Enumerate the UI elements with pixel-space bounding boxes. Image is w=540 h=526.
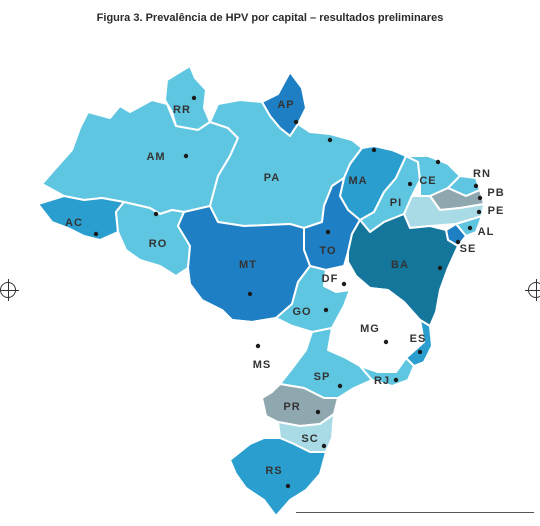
state-label-sc: SC	[301, 433, 318, 445]
state-label-to: TO	[319, 245, 336, 257]
state-label-ba: BA	[391, 259, 409, 271]
capital-dot-al	[467, 225, 473, 231]
state-label-rj: RJ	[374, 375, 390, 387]
state-label-se: SE	[460, 243, 477, 255]
capital-dot-pa	[327, 137, 333, 143]
state-label-pi: PI	[390, 197, 402, 209]
capital-dot-sc	[321, 443, 327, 449]
state-label-rs: RS	[265, 465, 282, 477]
state-label-ac: AC	[65, 217, 83, 229]
state-label-es: ES	[410, 333, 427, 345]
state-label-rr: RR	[173, 104, 191, 116]
state-label-go: GO	[292, 306, 311, 318]
registration-mark-right-icon	[525, 279, 540, 301]
state-label-ro: RO	[149, 238, 168, 250]
capital-dot-ap	[293, 119, 299, 125]
capital-dot-mt	[247, 291, 253, 297]
capital-dot-mg	[383, 339, 389, 345]
state-label-ma: MA	[348, 175, 367, 187]
capital-dot-df	[341, 281, 347, 287]
capital-dot-rr	[191, 95, 197, 101]
state-label-pa: PA	[264, 172, 280, 184]
capital-dot-to	[325, 229, 331, 235]
state-label-df: DF	[322, 273, 339, 285]
capital-dot-pb	[477, 195, 483, 201]
state-label-ms: MS	[253, 359, 272, 371]
state-label-pe: PE	[488, 205, 505, 217]
capital-dot-ce	[435, 159, 441, 165]
state-label-al: AL	[478, 226, 495, 238]
footer-rule	[296, 512, 534, 513]
capital-dot-pi	[407, 181, 413, 187]
capital-dot-ac	[93, 231, 99, 237]
capital-dot-se	[455, 239, 461, 245]
capital-dot-ms	[255, 343, 261, 349]
capital-dot-es	[417, 349, 423, 355]
capital-dot-rn	[473, 183, 479, 189]
capital-dot-am	[183, 153, 189, 159]
state-es	[405, 319, 433, 367]
state-rj	[359, 357, 415, 387]
state-label-pb: PB	[487, 187, 504, 199]
capital-dot-ma	[371, 147, 377, 153]
capital-dot-pr	[315, 409, 321, 415]
state-label-mg: MG	[360, 323, 380, 335]
capital-dot-sp	[337, 383, 343, 389]
capital-dot-pe	[476, 209, 482, 215]
state-label-ce: CE	[419, 175, 436, 187]
capital-dot-ba	[437, 265, 443, 271]
capital-dot-go	[323, 307, 329, 313]
state-label-ap: AP	[277, 99, 294, 111]
state-label-pr: PR	[283, 401, 300, 413]
state-label-mt: MT	[239, 259, 257, 271]
state-label-rn: RN	[473, 168, 491, 180]
registration-mark-left-icon	[0, 279, 19, 301]
state-rs	[229, 437, 327, 517]
figure-title: Figura 3. Prevalência de HPV por capital…	[96, 12, 444, 24]
capital-dot-ro	[153, 211, 159, 217]
state-pr	[261, 383, 339, 427]
capital-markers	[93, 95, 483, 489]
state-label-am: AM	[146, 151, 165, 163]
capital-dot-rj	[393, 377, 399, 383]
state-label-sp: SP	[314, 371, 331, 383]
capital-dot-rs	[285, 483, 291, 489]
